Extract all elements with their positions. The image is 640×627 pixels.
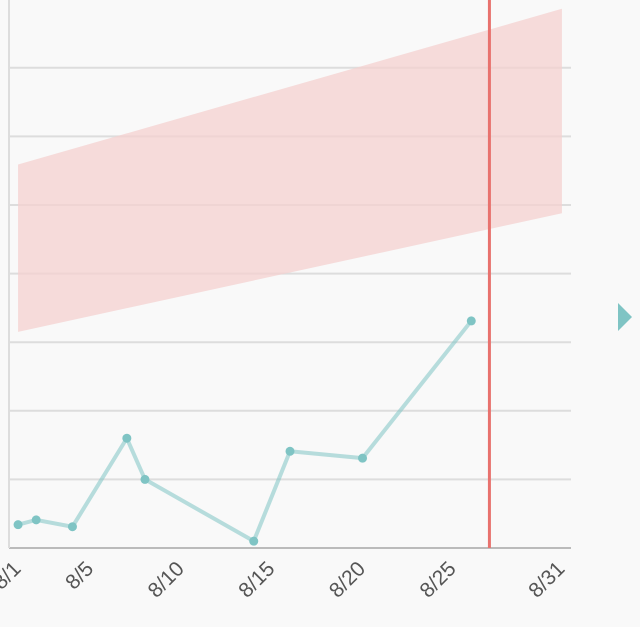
data-point [358,453,368,463]
next-arrow[interactable] [618,303,632,331]
data-point [67,522,77,532]
data-point [285,446,295,456]
data-point [122,433,132,443]
data-point [13,520,23,530]
data-point [466,316,476,326]
data-point [249,536,259,546]
data-point [140,474,150,484]
target-band [18,8,562,332]
data-point [31,515,41,525]
